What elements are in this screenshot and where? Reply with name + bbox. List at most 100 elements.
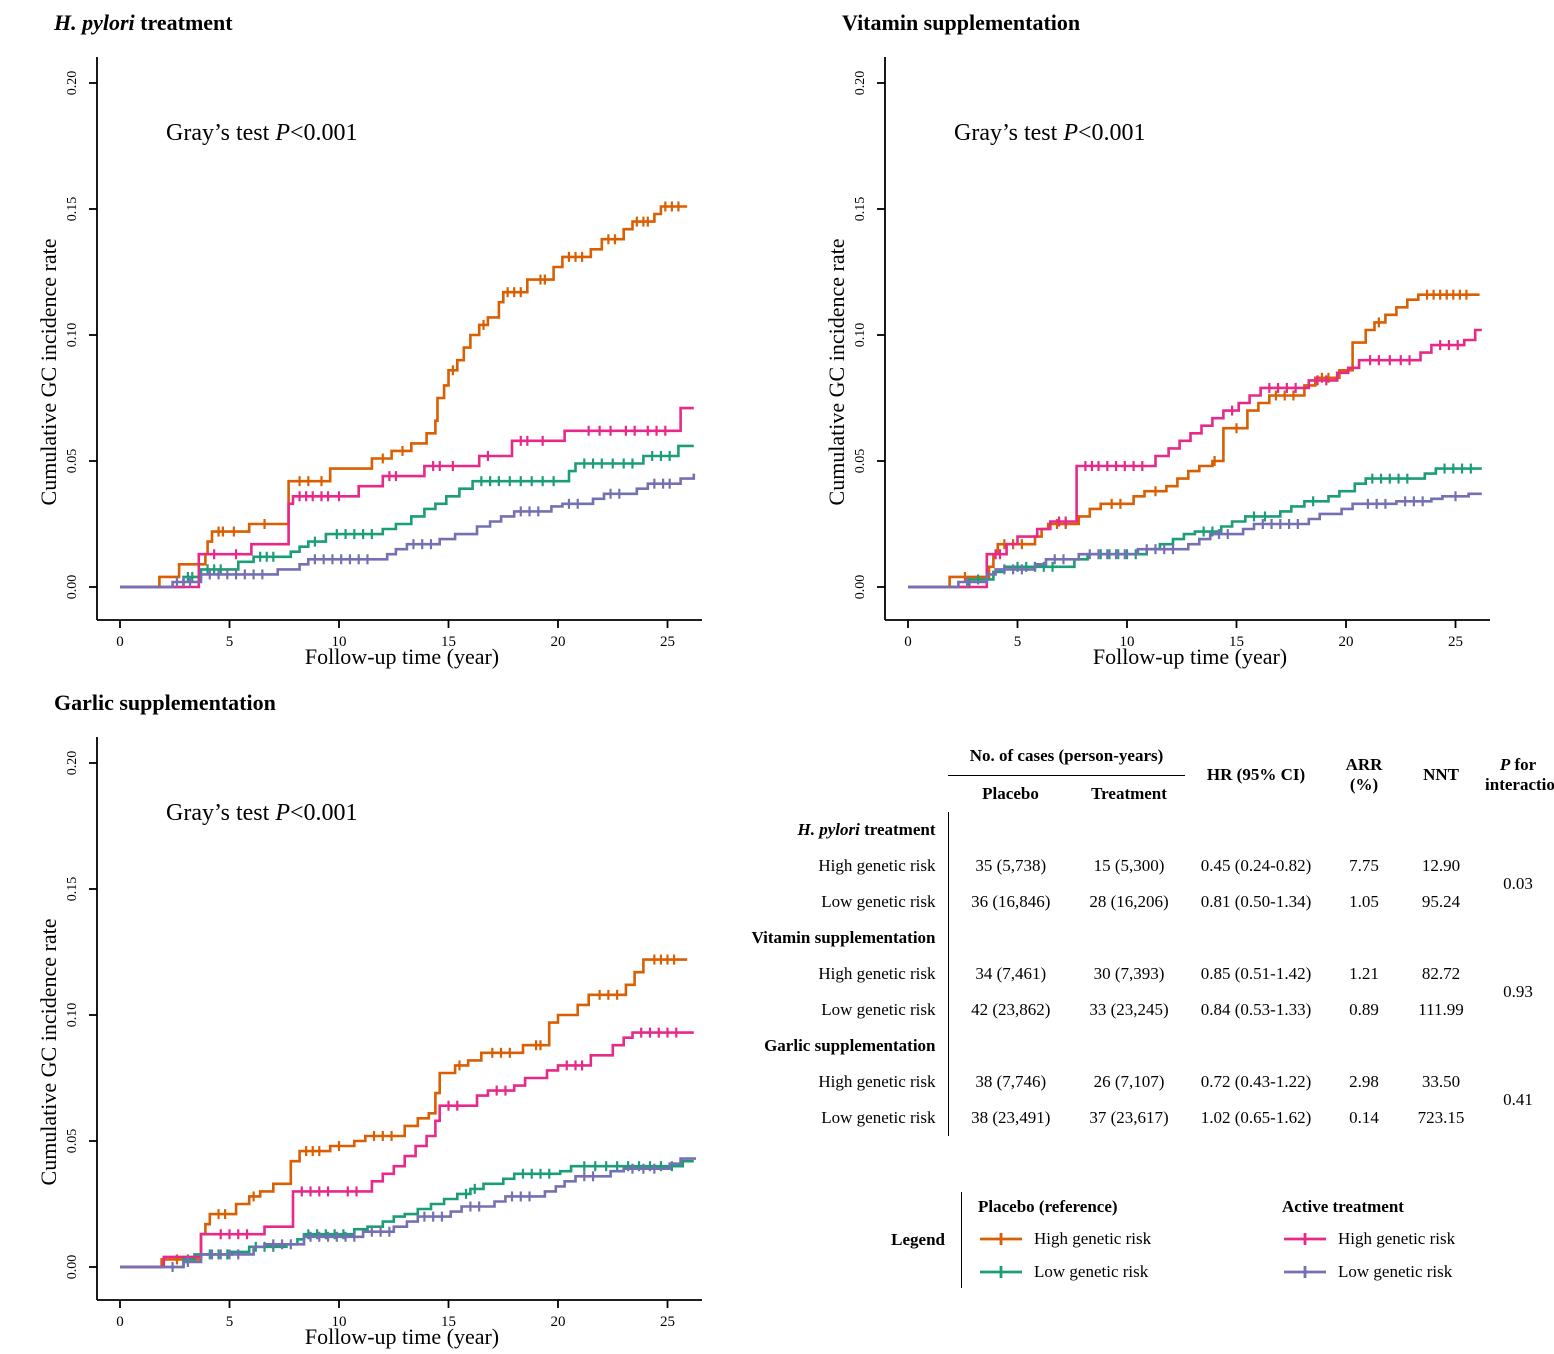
x-tick-label: 0 — [904, 634, 912, 650]
x-tick-label: 20 — [1339, 634, 1354, 650]
table-group-row: Garlic supplementation — [733, 1028, 1554, 1064]
legend-item-label: High genetic risk — [1034, 1228, 1152, 1248]
x-tick-label: 5 — [1014, 634, 1022, 650]
panel-title-italic: H. pylori — [54, 10, 135, 35]
arr-header-text: ARR (%) — [1345, 754, 1383, 794]
vitamin-plot: 0 5 10 15 20 25 0.00 0.05 0.10 0.15 0.20 Cumulative… — [828, 57, 1490, 669]
step-curve — [120, 444, 694, 589]
step-curve — [908, 328, 1482, 589]
legend-column-active: Active treatment High genetic risk Low gen… — [1266, 1192, 1542, 1288]
legend-item-label: Low genetic risk — [1338, 1261, 1453, 1281]
treatment-cases-cell: 33 (23,245) — [1089, 1000, 1169, 1019]
table-corner-cell — [733, 737, 948, 812]
nnt-cell: 12.90 — [1421, 856, 1461, 875]
nnt-header: NNT — [1401, 737, 1481, 812]
treatment-cases-cell: 15 (5,300) — [1093, 856, 1165, 875]
panel-title-rest: Garlic supplementation — [54, 690, 276, 715]
hr-header-text: HR (95% CI) — [1206, 764, 1306, 784]
table-row: Low genetic risk 42 (23,862) 33 (23,245) 0.… — [733, 992, 1554, 1028]
panel-title-vitamin: Vitamin supplementation — [842, 8, 1518, 42]
cases-header-text: No. of cases (person-years) — [969, 746, 1164, 765]
hpylori-series-placebo-high — [120, 201, 688, 589]
legend-column-header: Placebo (reference) — [978, 1197, 1118, 1216]
hpylori-series-placebo-low — [120, 444, 694, 589]
vitamin-series-active-high — [908, 328, 1482, 589]
x-tick-label: 15 — [1229, 634, 1244, 650]
risk-row-label: High genetic risk — [733, 848, 949, 884]
nnt-header-text: NNT — [1423, 764, 1459, 784]
table-group-row: Vitamin supplementation — [733, 920, 1554, 956]
placebo-cases-cell: 36 (16,846) — [971, 892, 1051, 911]
legend-label: Legend — [795, 1192, 961, 1288]
nnt-cell: 33.50 — [1421, 1072, 1461, 1091]
y-axis-title: Cumulative GC incidence rate — [40, 919, 61, 1186]
x-tick-label: 0 — [116, 1314, 124, 1330]
x-axis-title: Follow-up time (year) — [305, 644, 499, 669]
hpylori-axes — [89, 57, 702, 628]
placebo-cases-cell: 42 (23,862) — [971, 1000, 1051, 1019]
y-tick-label: 0.10 — [65, 1003, 80, 1028]
placebo-cases-cell: 38 (7,746) — [975, 1072, 1047, 1091]
x-tick-label: 10 — [1120, 634, 1135, 650]
p-interaction-cell: 0.93 — [1503, 982, 1533, 1001]
hr-cell: 0.84 (0.53-1.33) — [1200, 1000, 1312, 1019]
treatment-cases-cell: 37 (23,617) — [1089, 1108, 1169, 1127]
nnt-cell: 82.72 — [1421, 964, 1461, 983]
placebo-cases-cell: 34 (7,461) — [975, 964, 1047, 983]
panel-vitamin: Vitamin supplementation 0 5 10 15 20 25 0.00 0.… — [828, 8, 1518, 687]
p-interaction-header: P for interaction — [1481, 737, 1554, 812]
y-tick-label: 0.10 — [853, 323, 868, 348]
panel-title-hpylori: H. pylori treatment — [54, 8, 730, 42]
table-group-row: H. pylori treatment — [733, 812, 1554, 848]
garlic-series-active-high — [120, 1027, 694, 1269]
legend-key-line-icon — [980, 1232, 1022, 1245]
y-tick-label: 0.20 — [65, 751, 80, 776]
group-row-spacer — [948, 920, 1554, 956]
legend-item: High genetic risk — [978, 1222, 1266, 1255]
y-tick-label: 0.15 — [65, 877, 80, 902]
grays-test-annotation: Gray’s test P<0.001 — [166, 800, 358, 826]
y-tick-label: 0.15 — [65, 197, 80, 222]
treatment-cases-cell: 28 (16,206) — [1089, 892, 1169, 911]
hr-header: HR (95% CI) — [1185, 737, 1327, 812]
x-axis-title: Follow-up time (year) — [305, 1324, 499, 1349]
hpylori-series-active-high — [120, 406, 694, 589]
group-label-rest: Garlic supplementation — [764, 1036, 936, 1055]
legend-item-label: Low genetic risk — [1034, 1261, 1149, 1281]
x-tick-label: 10 — [332, 634, 347, 650]
group-label: Vitamin supplementation — [733, 920, 949, 956]
y-tick-label: 0.20 — [853, 71, 868, 96]
y-tick-label: 0.05 — [65, 449, 80, 474]
x-tick-label: 5 — [226, 1314, 234, 1330]
legend-columns: Placebo (reference) High genetic risk Low … — [962, 1192, 1542, 1288]
x-tick-label: 25 — [660, 634, 675, 650]
legend-item: High genetic risk — [1282, 1222, 1542, 1255]
x-tick-label: 15 — [441, 634, 456, 650]
hpylori-series-active-low — [120, 473, 696, 589]
legend-label-text: Legend — [891, 1230, 945, 1249]
garlic-axes — [89, 737, 702, 1308]
placebo-cases-cell: 35 (5,738) — [975, 856, 1047, 875]
y-tick-label: 0.00 — [65, 575, 80, 600]
table-row: High genetic risk 38 (7,746) 26 (7,107) 0.7… — [733, 1064, 1554, 1109]
x-tick-label: 15 — [441, 1314, 456, 1330]
hr-cell: 1.02 (0.65-1.62) — [1200, 1108, 1312, 1127]
vitamin-series-placebo-low — [908, 463, 1482, 589]
placebo-subheader-text: Placebo — [982, 784, 1039, 803]
vitamin-axes — [877, 57, 1490, 628]
panel-title-rest: treatment — [134, 10, 233, 35]
placebo-subheader: Placebo — [948, 776, 1073, 813]
nnt-cell: 111.99 — [1418, 1000, 1464, 1019]
vitamin-series-placebo-high — [908, 289, 1480, 589]
legend-key-line-icon — [1284, 1265, 1326, 1278]
x-tick-label: 20 — [551, 1314, 566, 1330]
garlic-series-active-low — [120, 1157, 696, 1272]
step-curve — [120, 1157, 696, 1269]
group-label-rest: Vitamin supplementation — [751, 928, 936, 947]
legend-divider — [961, 1192, 962, 1288]
group-label: Garlic supplementation — [733, 1028, 949, 1064]
legend-column-header: Active treatment — [1282, 1197, 1404, 1216]
table-row: High genetic risk 35 (5,738) 15 (5,300) 0.4… — [733, 848, 1554, 893]
panel-title-rest: Vitamin supplementation — [842, 10, 1081, 35]
